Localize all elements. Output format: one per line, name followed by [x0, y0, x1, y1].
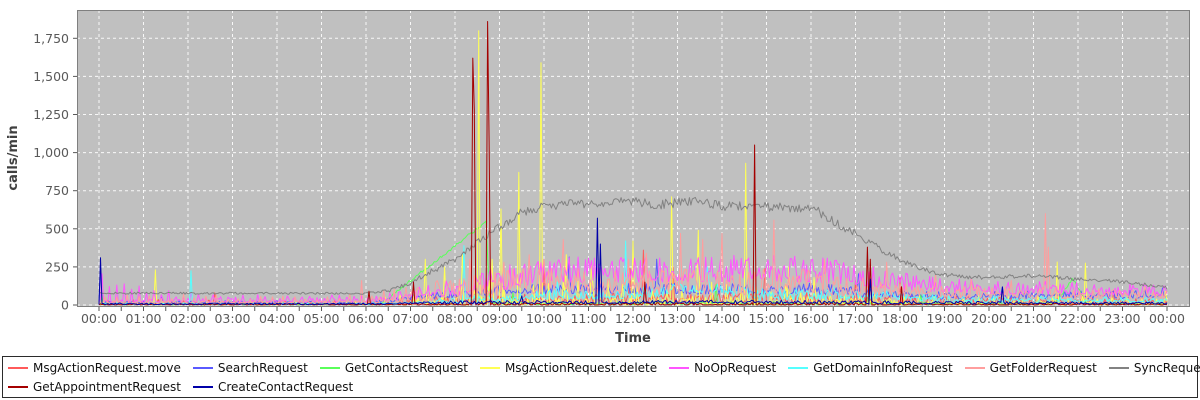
y-axis-title: calls/min: [6, 125, 21, 190]
x-tick-label: 22:00: [1060, 311, 1096, 326]
legend-swatch-line: [1108, 366, 1129, 369]
x-tick-label: 16:00: [793, 311, 829, 326]
series-layer: [98, 21, 1168, 306]
legend-item: NoOpRequest: [669, 362, 776, 374]
x-tick-label: 23:00: [1104, 311, 1140, 326]
legend-item-label: GetFolderRequest: [989, 360, 1097, 375]
x-tick-label: 18:00: [882, 311, 918, 326]
y-tick-label: 500: [45, 221, 69, 236]
legend-item: GetDomainInfoRequest: [788, 360, 953, 375]
plot-border: [77, 10, 1190, 307]
legend-row: GetAppointmentRequest CreateContactReques…: [8, 377, 1192, 396]
x-tick-label: 14:00: [704, 311, 740, 326]
legend-item-label: GetDomainInfoRequest: [813, 360, 953, 375]
legend-item: MsgActionRequest.move: [8, 362, 181, 374]
legend-swatch-line: [479, 366, 500, 369]
x-tick-label: 01:00: [125, 311, 161, 326]
x-tick-label: 15:00: [748, 311, 784, 326]
y-tick-label: 1,750: [33, 31, 69, 46]
legend-item: GetContactsRequest: [319, 360, 468, 375]
x-tick-label: 07:00: [392, 311, 428, 326]
legend-swatch-line: [8, 385, 28, 388]
x-tick-label: 05:00: [303, 311, 339, 326]
x-tick-label: 09:00: [481, 311, 517, 326]
legend-item-label: GetAppointmentRequest: [33, 379, 181, 394]
grid-layer: [77, 10, 1190, 307]
axis-layer: 00:00 01:00 02:00 03:00 04:00 05:00 06:00 07:00…: [33, 31, 1185, 326]
legend-item-label: SyncRequest: [1133, 360, 1200, 375]
legend-swatch-line: [192, 366, 213, 369]
x-tick-label: 00:00: [81, 311, 117, 326]
legend-item: SyncRequest: [1108, 360, 1200, 375]
x-tick-label: 19:00: [926, 311, 962, 326]
legend-item: SearchRequest: [192, 360, 308, 375]
legend-item-label: GetContactsRequest: [344, 360, 468, 375]
series-line-SyncRequest: [98, 196, 1168, 295]
y-tick-label: 250: [45, 259, 69, 274]
legend-item: GetFolderRequest: [964, 360, 1097, 375]
legend-box: MsgActionRequest.move SearchRequest GetCon…: [2, 356, 1200, 398]
series-line-CreateContactRequest: [98, 217, 1168, 305]
series-line-GetFolderRequest: [98, 213, 1168, 304]
x-tick-label: 10:00: [526, 311, 562, 326]
legend-swatch-line: [669, 366, 690, 369]
x-axis-title: Time: [615, 331, 651, 346]
x-tick-label: 12:00: [615, 311, 651, 326]
legend-item-label: SearchRequest: [217, 360, 308, 375]
legend-item-label: MsgActionRequest.move: [33, 360, 181, 375]
legend-item: CreateContactRequest: [192, 379, 354, 394]
y-tick-label: 750: [45, 183, 69, 198]
y-tick-label: 1,250: [33, 107, 69, 122]
x-tick-label: 04:00: [259, 311, 295, 326]
x-tick-label: 21:00: [1015, 311, 1051, 326]
x-tick-label: 00:00: [1149, 311, 1185, 326]
legend-swatch-line: [788, 366, 809, 369]
y-tick-label: 1,500: [33, 69, 69, 84]
x-tick-label: 03:00: [214, 311, 250, 326]
legend-swatch-line: [8, 366, 28, 369]
y-tick-label: 0: [61, 298, 69, 313]
y-tick-label: 1,000: [33, 145, 69, 160]
legend-item: MsgActionRequest.delete: [479, 360, 658, 375]
x-tick-label: 13:00: [659, 311, 695, 326]
legend-swatch-line: [964, 366, 985, 369]
chart-canvas: 00:00 01:00 02:00 03:00 04:00 05:00 06:00 07:00…: [6, 10, 1190, 346]
legend-item-label: NoOpRequest: [694, 360, 777, 375]
legend-swatch-line: [192, 385, 213, 388]
x-tick-label: 17:00: [837, 311, 873, 326]
legend-row: MsgActionRequest.move SearchRequest GetCon…: [8, 358, 1200, 377]
legend-item: GetAppointmentRequest: [8, 381, 181, 393]
legend-item-label: MsgActionRequest.delete: [504, 360, 658, 375]
legend-item-label: CreateContactRequest: [217, 379, 354, 394]
legend-swatch-line: [319, 366, 340, 369]
x-tick-label: 11:00: [570, 311, 606, 326]
x-tick-label: 20:00: [971, 311, 1007, 326]
x-tick-label: 02:00: [170, 311, 206, 326]
x-tick-label: 08:00: [437, 311, 473, 326]
x-tick-label: 06:00: [348, 311, 384, 326]
